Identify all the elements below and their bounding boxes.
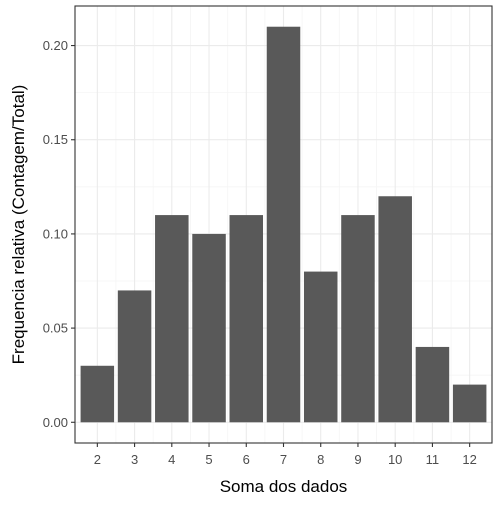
y-tick-label: 0.05 — [43, 321, 68, 336]
y-tick-label: 0.00 — [43, 415, 68, 430]
y-axis-title: Frequencia relativa (Contagem/Total) — [9, 85, 28, 365]
bar-2 — [80, 365, 115, 423]
x-tick-label: 10 — [388, 452, 402, 467]
x-tick-label: 5 — [205, 452, 212, 467]
x-tick-label: 6 — [243, 452, 250, 467]
x-axis-title: Soma dos dados — [220, 477, 348, 496]
y-tick-label: 0.15 — [43, 132, 68, 147]
bar-10 — [378, 196, 412, 423]
bar-6 — [229, 215, 264, 423]
bar-8 — [303, 271, 338, 423]
bar-7 — [266, 26, 301, 423]
x-tick-label: 3 — [131, 452, 138, 467]
x-tick-label: 11 — [426, 452, 440, 467]
x-tick-label: 4 — [168, 452, 175, 467]
x-tick-label: 12 — [462, 452, 476, 467]
bar-9 — [341, 215, 375, 423]
bars — [80, 26, 487, 423]
y-tick-label: 0.20 — [43, 38, 68, 53]
x-tick-label: 9 — [354, 452, 361, 467]
y-tick-label: 0.10 — [43, 226, 68, 241]
y-axis: 0.00 0.05 0.10 0.15 0.20 — [43, 38, 75, 430]
x-axis: 2 3 4 5 6 7 8 9 10 11 12 — [94, 443, 477, 467]
x-tick-label: 2 — [94, 452, 101, 467]
bar-12 — [452, 384, 487, 423]
bar-4 — [155, 215, 189, 423]
x-tick-label: 8 — [317, 452, 324, 467]
x-tick-label: 7 — [280, 452, 287, 467]
bar-11 — [415, 346, 450, 423]
bar-3 — [117, 290, 152, 423]
bar-5 — [192, 233, 226, 423]
